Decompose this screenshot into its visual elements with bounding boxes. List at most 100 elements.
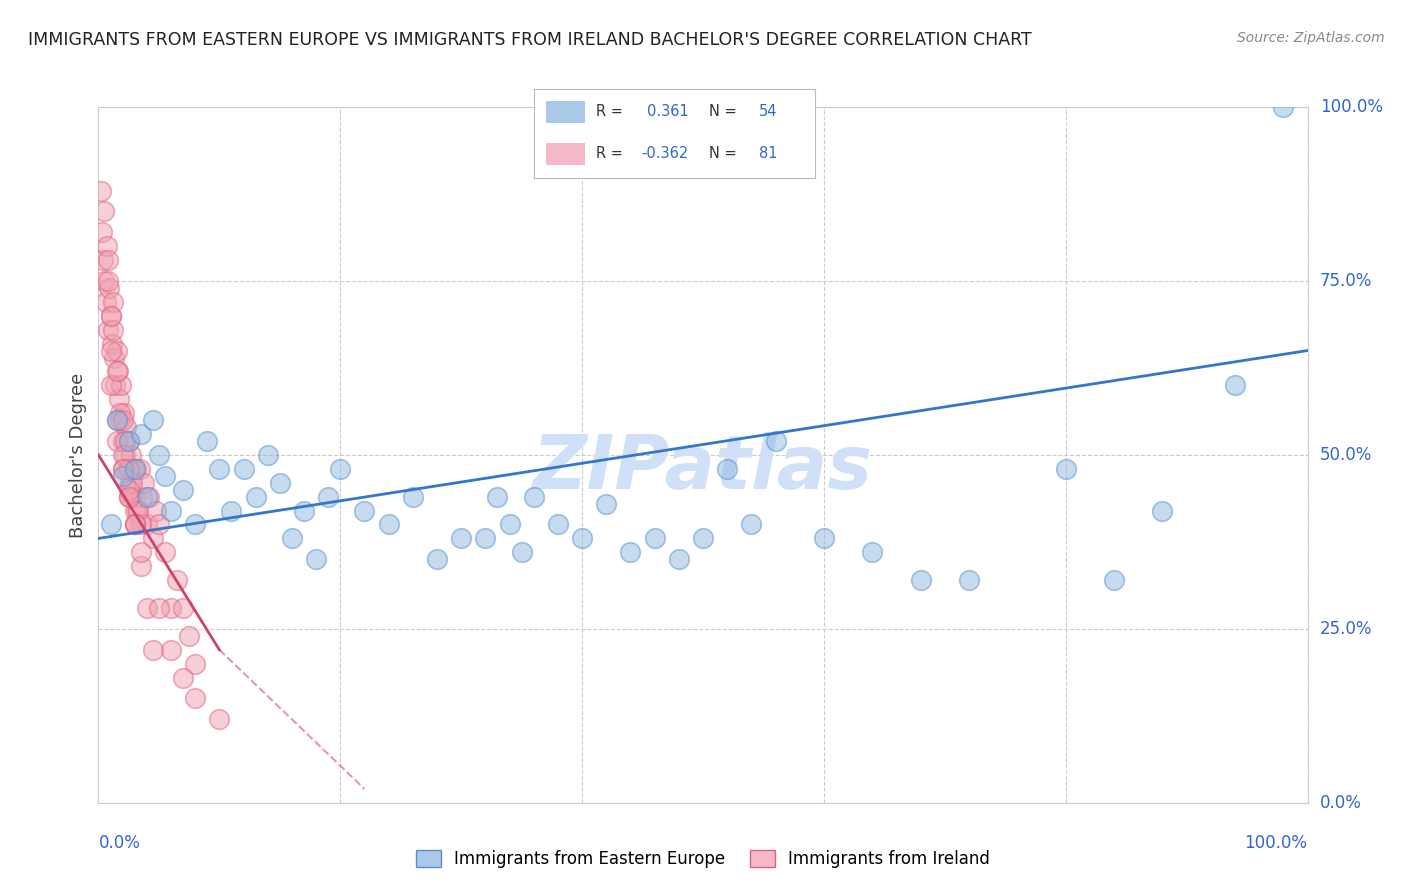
Point <box>716 462 738 476</box>
Point <box>172 601 194 615</box>
Point <box>160 503 183 517</box>
Point <box>160 642 183 657</box>
Point <box>90 184 112 198</box>
Point <box>129 545 152 559</box>
Point <box>142 642 165 657</box>
Point <box>100 343 122 358</box>
Point <box>145 503 167 517</box>
Point <box>118 490 141 504</box>
Point <box>510 545 533 559</box>
Point <box>105 413 128 427</box>
Point <box>105 364 128 378</box>
Point <box>111 434 134 448</box>
Point <box>860 545 883 559</box>
Point <box>377 517 399 532</box>
Point <box>118 434 141 448</box>
Point <box>353 503 375 517</box>
Point <box>135 601 157 615</box>
Text: 81: 81 <box>759 146 778 161</box>
Point <box>148 601 170 615</box>
Point <box>148 448 170 462</box>
Point <box>138 490 160 504</box>
Point <box>184 657 207 671</box>
Point <box>124 517 146 532</box>
Point <box>111 462 134 476</box>
Point <box>104 378 127 392</box>
Point <box>184 517 207 532</box>
Point <box>108 406 131 420</box>
Point <box>125 462 148 476</box>
Point <box>1102 573 1125 587</box>
Point <box>118 490 141 504</box>
Point <box>122 462 145 476</box>
Text: N =: N = <box>709 146 737 161</box>
Point <box>98 281 121 295</box>
Point <box>96 239 118 253</box>
Point <box>114 448 136 462</box>
Point <box>1272 100 1295 114</box>
Text: 75.0%: 75.0% <box>1320 272 1372 290</box>
Point <box>94 294 117 309</box>
Point <box>124 503 146 517</box>
Point <box>172 483 194 497</box>
Point <box>957 573 980 587</box>
Text: 54: 54 <box>759 104 778 119</box>
Text: ZIPatlas: ZIPatlas <box>533 433 873 506</box>
Point <box>450 532 472 546</box>
Text: R =: R = <box>596 104 623 119</box>
Point <box>740 517 762 532</box>
Point <box>124 490 146 504</box>
Point <box>153 545 176 559</box>
Point <box>129 559 152 574</box>
Text: 50.0%: 50.0% <box>1320 446 1372 464</box>
Point <box>910 573 932 587</box>
Point <box>402 490 425 504</box>
Point <box>129 427 152 442</box>
Point <box>112 406 135 420</box>
Point <box>184 691 207 706</box>
Point <box>97 323 120 337</box>
Point <box>269 475 291 490</box>
Legend: Immigrants from Eastern Europe, Immigrants from Ireland: Immigrants from Eastern Europe, Immigran… <box>409 843 997 875</box>
Point <box>115 420 138 434</box>
Point <box>571 532 593 546</box>
Point <box>120 448 142 462</box>
Text: R =: R = <box>596 146 623 161</box>
Point <box>93 274 115 288</box>
Point <box>160 601 183 615</box>
Point <box>117 462 139 476</box>
Point <box>108 413 131 427</box>
Point <box>208 462 231 476</box>
Point <box>91 225 114 239</box>
Y-axis label: Bachelor's Degree: Bachelor's Degree <box>69 372 87 538</box>
Point <box>101 294 124 309</box>
Point <box>127 503 149 517</box>
Point <box>110 378 132 392</box>
Point <box>135 517 157 532</box>
Point <box>148 517 170 532</box>
Point <box>97 253 120 268</box>
Point <box>118 483 141 497</box>
Point <box>1223 378 1246 392</box>
Point <box>547 517 569 532</box>
Point <box>474 532 496 546</box>
Point <box>256 448 278 462</box>
Point <box>129 517 152 532</box>
Point <box>305 552 328 566</box>
Point <box>111 413 134 427</box>
Point <box>105 413 128 427</box>
Point <box>153 468 176 483</box>
Bar <box>546 143 585 165</box>
Point <box>142 532 165 546</box>
Point <box>1152 503 1174 517</box>
Text: N =: N = <box>709 104 737 119</box>
Point <box>486 490 509 504</box>
Text: -0.362: -0.362 <box>641 146 689 161</box>
Point <box>111 468 134 483</box>
Point <box>105 434 128 448</box>
Point <box>498 517 520 532</box>
Point <box>595 497 617 511</box>
Point <box>281 532 304 546</box>
Point <box>166 573 188 587</box>
Point <box>245 490 267 504</box>
